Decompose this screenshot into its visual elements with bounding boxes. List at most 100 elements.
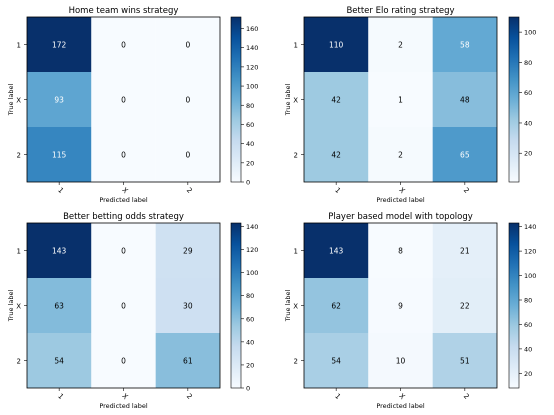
chart-title: Better Elo rating strategy [346,6,454,16]
cell-value-label: 61 [183,357,193,366]
chart-title: Player based model with topology [328,212,473,222]
colorbar-tick-label: 120 [246,63,258,71]
colorbar-tick-label: 40 [524,119,532,127]
heatmap-cell [91,17,156,72]
cell-value-label: 143 [329,247,344,256]
cell-value-label: 9 [398,302,403,311]
heatmap-cell [368,278,433,333]
heatmap-cell [304,333,369,388]
heatmap-cell [155,127,220,182]
colorbar-tick-label: 60 [246,121,254,129]
cell-value-label: 48 [460,96,470,105]
colorbar-tick-label: 100 [524,29,536,37]
colorbar-tick-label: 120 [246,246,258,254]
heatmap-cell [304,72,369,127]
x-axis-label: Predicted label [99,402,147,410]
cell-value-label: 51 [460,357,470,366]
heatmap-cell [91,223,156,278]
cell-value-label: 110 [329,41,344,50]
cell-value-label: 93 [54,96,64,105]
cell-value-label: 0 [185,96,190,105]
heatmap-cell [27,72,92,127]
y-axis-label: True label [7,290,15,323]
colorbar-tick-label: 20 [524,150,532,158]
colorbar-tick-label: 40 [524,345,532,353]
confusion-matrix-panel-1: Home team wins strategy 172 0 0 93 0 0 115 0 0 1 X 2… [7,6,258,204]
cell-value-label: 0 [185,41,190,50]
heatmap-cell [91,278,156,333]
heatmap-cell [27,223,92,278]
cell-value-label: 58 [460,41,470,50]
heatmap-cell [432,72,497,127]
heatmap-cell [432,17,497,72]
colorbar-tick-label: 20 [246,159,254,167]
colorbar-tick-label: 120 [524,248,536,256]
colorbar-tick-label: 140 [524,223,536,231]
cell-value-label: 54 [331,357,341,366]
cell-value-label: 143 [52,247,67,256]
heatmap-cell [432,333,497,388]
cell-value-label: 0 [121,357,126,366]
cell-value-label: 1 [398,96,403,105]
y-tick-label: 2 [294,152,298,160]
heatmap-cell [304,223,369,278]
chart-title: Better betting odds strategy [63,212,184,222]
heatmap-cell [155,278,220,333]
confusion-matrix-panel-2: Better Elo rating strategy 110 2 58 42 1 48 42 2… [284,6,536,204]
cell-value-label: 0 [121,151,126,160]
x-axis-label: Predicted label [376,402,424,410]
y-axis-label: True label [284,84,292,117]
heatmap-cell [27,278,92,333]
cell-value-label: 22 [460,302,470,311]
x-tick-label: X [120,392,129,401]
heatmap-cell [368,223,433,278]
cell-value-label: 29 [183,247,193,256]
y-tick-label: 2 [17,358,21,366]
x-tick-label: 1 [56,186,65,195]
heatmap-cell [91,333,156,388]
colorbar-tick-label: 0 [246,385,250,393]
heatmap-cell [91,127,156,182]
cell-value-label: 42 [331,151,341,160]
cell-value-label: 0 [121,302,126,311]
heatmap-cell [368,72,433,127]
y-tick-label: X [16,97,21,105]
cell-value-label: 8 [398,247,403,256]
x-tick-label: 2 [462,186,471,195]
x-tick-label: 1 [333,186,342,195]
x-axis-label: Predicted label [99,196,147,204]
x-tick-label: 1 [56,392,65,401]
colorbar [508,222,520,389]
heatmap-cell [27,17,92,72]
cell-value-label: 0 [121,41,126,50]
cell-value-label: 0 [121,247,126,256]
heatmap-cell [304,127,369,182]
colorbar [230,222,242,389]
heatmap-cell [155,72,220,127]
colorbar-tick-label: 80 [246,292,254,300]
cell-value-label: 172 [52,41,67,50]
heatmap-cell [368,333,433,388]
cell-value-label: 54 [54,357,64,366]
x-tick-label: X [120,186,129,195]
cell-value-label: 10 [396,357,406,366]
heatmap-cell [432,278,497,333]
y-tick-label: 1 [17,42,21,50]
cell-value-label: 30 [183,302,193,311]
cell-value-label: 42 [331,96,341,105]
colorbar-tick-label: 80 [524,59,532,67]
heatmap-cell [27,333,92,388]
x-axis-label: Predicted label [376,196,424,204]
colorbar-tick-label: 0 [246,179,250,187]
x-tick-label: X [397,186,406,195]
y-tick-label: X [293,97,298,105]
heatmap-cell [27,127,92,182]
heatmap-cell [155,17,220,72]
colorbar [508,16,520,183]
y-tick-label: 1 [294,248,298,256]
confusion-matrix-panel-3: Better betting odds strategy 143 0 29 63 0 30 5… [7,212,258,410]
y-axis-label: True label [284,290,292,323]
colorbar-tick-label: 40 [246,140,254,148]
